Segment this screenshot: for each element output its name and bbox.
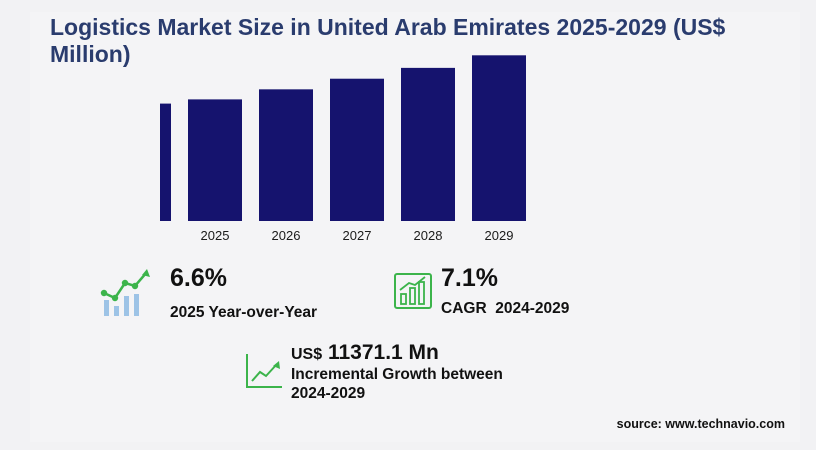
tick-label-2028: 2028 [414, 228, 443, 243]
incremental-growth-label: Incremental Growth between 2024-2029 [291, 366, 503, 402]
chart-title: Logistics Market Size in United Arab Emi… [50, 14, 726, 67]
bar-partial [160, 103, 171, 221]
incremental-growth-value: US$ 11371.1 Mn [291, 341, 439, 365]
currency-label: US$ [291, 346, 323, 363]
cagr-value: 7.1% [441, 264, 498, 292]
rising-bar-chart-icon [100, 269, 150, 316]
source-note: source: www.technavio.com [616, 417, 785, 431]
bar-2025 [188, 99, 242, 221]
growth-amount: 11371.1 Mn [327, 341, 439, 364]
yoy-value: 6.6% [170, 264, 227, 292]
tick-label-2027: 2027 [343, 228, 372, 243]
yoy-label: 2025 Year-over-Year [170, 304, 318, 321]
tick-label-2029: 2029 [485, 228, 514, 243]
trend-line-icon [246, 354, 282, 388]
bar-2028 [401, 67, 455, 222]
bar-2029 [472, 55, 526, 221]
bar-2026 [259, 89, 313, 221]
cagr-label: CAGR 2024-2029 [441, 300, 570, 317]
bar-chart: 2025 2026 2027 2028 2029 [160, 55, 526, 243]
tick-label-2025: 2025 [201, 228, 230, 243]
tick-label-2026: 2026 [272, 228, 301, 243]
bar-2027 [330, 78, 384, 221]
growth-bars-icon [394, 273, 432, 309]
